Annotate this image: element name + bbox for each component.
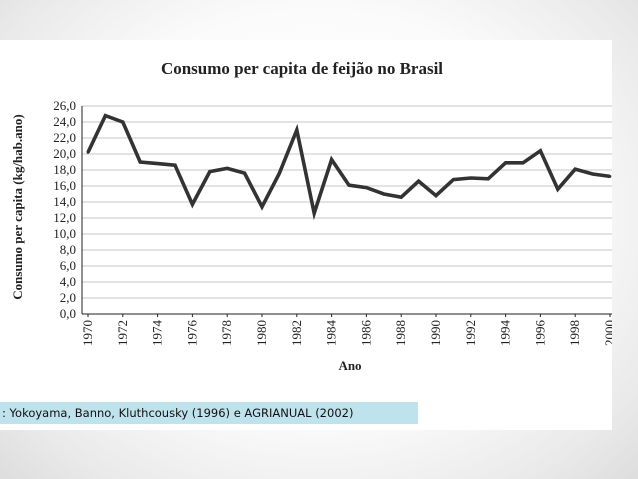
y-tick-label: 10,0 [53, 226, 76, 241]
chart-title: Consumo per capita de feijão no Brasil [161, 59, 443, 78]
x-tick-label: 2000 [602, 320, 612, 346]
x-tick-label: 1970 [80, 320, 95, 346]
x-tick-label: 1990 [428, 320, 443, 346]
data-point-1971 [104, 114, 107, 117]
y-tick-label: 2,0 [60, 290, 76, 305]
data-point-1970 [86, 151, 90, 154]
data-point-2000 [608, 175, 612, 178]
data-point-1973 [138, 160, 142, 164]
data-point-1978 [225, 167, 229, 170]
x-tick-label: 1974 [150, 320, 165, 347]
series-layer [86, 113, 612, 221]
x-tick-labels: 1970 1972 1974 1976 1978 1980 1982 1984 1986 1988… [80, 320, 612, 347]
data-point-1983 [312, 211, 316, 215]
data-point-1982 [295, 128, 299, 132]
data-point-1981 [278, 171, 281, 175]
y-tick-label: 8,0 [60, 242, 76, 257]
x-tick-label: 1982 [289, 320, 304, 346]
x-tick-label: 1972 [115, 320, 130, 346]
data-point-1985 [347, 183, 351, 187]
data-point-1975 [173, 163, 177, 167]
chart-image: Consumo per capita de feijão no Brasil 0… [0, 40, 612, 430]
y-tick-label: 4,0 [60, 274, 76, 289]
data-point-1998 [573, 167, 577, 171]
data-point-1994 [504, 161, 507, 165]
x-tick-label: 1998 [567, 320, 582, 346]
data-point-1995 [521, 161, 525, 165]
data-point-1979 [243, 171, 247, 175]
y-tick-label: 6,0 [60, 258, 76, 273]
y-tick-label: 12,0 [53, 210, 76, 225]
data-point-1988 [399, 195, 403, 199]
data-point-1986 [365, 186, 368, 190]
y-tick-label: 18,0 [53, 162, 76, 177]
data-point-1999 [591, 172, 594, 176]
x-tick-label: 1984 [324, 320, 339, 347]
data-point-1987 [382, 192, 386, 196]
y-tick-label: 22,0 [53, 130, 76, 145]
y-tick-labels: 0,02,04,06,08,010,012,014,016,018,020,02… [53, 98, 76, 321]
y-tick-label: 16,0 [53, 178, 76, 193]
y-tick-label: 24,0 [53, 114, 76, 129]
data-point-1991 [452, 178, 455, 182]
y-tick-label: 20,0 [53, 146, 76, 161]
data-point-1996 [539, 149, 542, 153]
data-point-1992 [469, 176, 473, 180]
data-point-1993 [486, 177, 490, 181]
y-tick-label: 26,0 [53, 98, 76, 113]
x-tick-label: 1994 [498, 320, 513, 347]
source-caption: : Yokoyama, Banno, Kluthcousky (1996) e … [2, 406, 354, 420]
y-tick-label: 14,0 [53, 194, 76, 209]
series-line-0 [86, 113, 611, 221]
x-tick-label: 1978 [219, 320, 234, 346]
data-point-1972 [121, 120, 125, 124]
x-tick-label: 1976 [184, 320, 199, 347]
data-point-1997 [556, 187, 560, 191]
data-point-1989 [417, 179, 420, 183]
x-tick-label: 1986 [358, 320, 373, 347]
line-chart: Consumo per capita de feijão no Brasil 0… [10, 59, 612, 373]
y-tick-label: 0,0 [60, 306, 76, 321]
data-point-1990 [434, 194, 438, 198]
source-caption-band: : Yokoyama, Banno, Kluthcousky (1996) e … [0, 402, 418, 424]
x-tick-label: 1996 [532, 320, 547, 347]
x-tick-label: 1980 [254, 320, 269, 346]
data-point-1984 [330, 158, 333, 161]
data-point-1974 [156, 162, 160, 165]
x-tick-label: 1988 [393, 320, 408, 346]
data-point-1977 [208, 170, 212, 174]
data-point-1976 [191, 203, 194, 206]
data-point-1980 [260, 205, 264, 209]
y-axis-label: Consumo per capita (kg/hab.ano) [10, 114, 25, 299]
x-tick-label: 1992 [463, 320, 478, 346]
gridlines [81, 105, 612, 317]
x-axis-label: Ano [338, 358, 361, 373]
